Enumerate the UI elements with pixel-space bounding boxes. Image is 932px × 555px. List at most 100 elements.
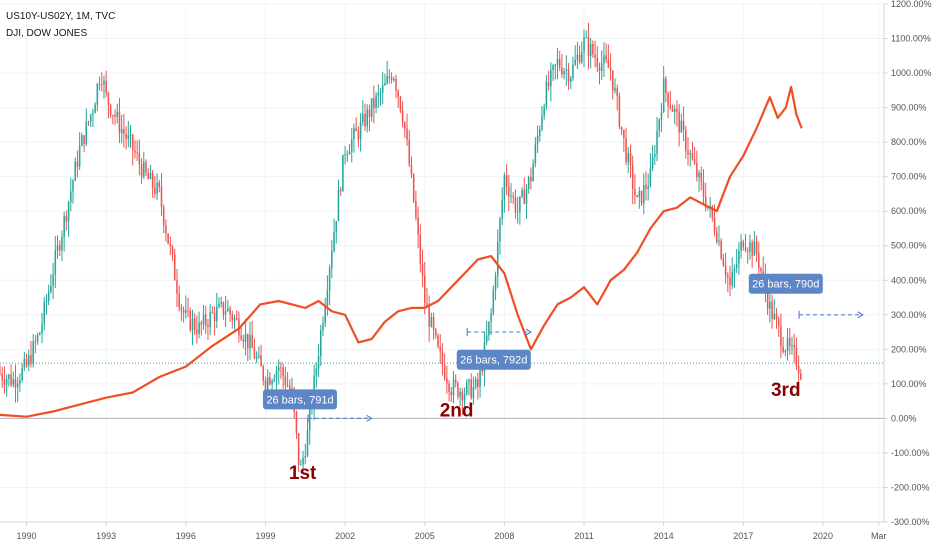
candle-body [191, 318, 194, 331]
candle-body [561, 67, 563, 75]
candle-body [388, 76, 391, 78]
candle-body [432, 316, 435, 330]
candle-body [492, 290, 495, 314]
candle-body [67, 202, 70, 222]
measure-tools[interactable]: 26 bars, 791d 26 bars, 792d 26 bars, 790d [262, 273, 864, 423]
candle-body [751, 242, 753, 256]
candle-body [30, 355, 32, 364]
candle-body [100, 84, 103, 86]
candle-body [614, 88, 616, 91]
candle-body [550, 69, 552, 87]
candle-body [519, 196, 521, 212]
x-axis[interactable]: 1990 1993 1996 1999 2002 2005 2008 2011 2014 2017… [0, 521, 887, 541]
candle-body [574, 59, 576, 65]
candle-body [319, 330, 322, 357]
candle-body [273, 379, 276, 381]
candle-body [189, 310, 192, 331]
compare-legend[interactable]: DJI, DOW JONES [6, 28, 88, 39]
candle-body [308, 408, 311, 431]
measure-arrow-head [366, 414, 373, 422]
candle-body [16, 383, 19, 388]
candle-body [421, 263, 424, 276]
candle-body [27, 355, 30, 366]
candle-body [658, 119, 661, 131]
candle-body [793, 345, 795, 348]
candle-body [397, 90, 399, 98]
candle-body [193, 318, 196, 330]
candle-body [448, 383, 450, 392]
candle-body [605, 55, 607, 60]
candle-body [70, 191, 72, 203]
measure-arrow-head [857, 311, 864, 319]
candle-body [151, 172, 154, 188]
candle-body [211, 312, 214, 314]
candle-body [74, 161, 76, 181]
candle-body [284, 376, 287, 386]
x-tick-label: 2008 [494, 531, 514, 541]
candle-body [390, 77, 393, 80]
candle-body [766, 289, 769, 309]
candle-body [143, 161, 145, 177]
candle-body [127, 135, 130, 139]
candle-body [348, 151, 351, 155]
candle-body [5, 378, 8, 385]
candle-body [253, 347, 256, 359]
candle-body [784, 351, 787, 353]
candle-body [729, 277, 731, 286]
candle-body [118, 111, 121, 133]
candle-body [134, 150, 136, 153]
y-tick-label: 1000.00% [891, 68, 932, 78]
candle-body [749, 242, 751, 252]
candle-body [727, 275, 729, 278]
candle-body [488, 321, 490, 336]
candle-body [297, 433, 300, 465]
candle-body [98, 83, 101, 85]
candle-body [291, 388, 293, 390]
candle-body [147, 173, 149, 179]
candle-body [187, 310, 189, 312]
candle-body [441, 351, 444, 365]
candle-body [496, 241, 499, 277]
candle-body [581, 52, 583, 63]
candle-body [470, 379, 472, 398]
candle-body [718, 240, 720, 242]
candle-body [567, 69, 570, 82]
candle-body [255, 356, 258, 359]
candle-body [36, 334, 39, 342]
candle-body [140, 164, 143, 177]
candle-body [167, 233, 169, 244]
candle-body [583, 37, 585, 53]
candle-body [408, 139, 411, 165]
candle-body [384, 83, 386, 86]
candle-body [280, 367, 282, 369]
candle-body [775, 313, 778, 319]
candle-body [795, 347, 798, 367]
candle-body [138, 153, 141, 165]
candle-body [508, 186, 510, 197]
candle-body [25, 358, 28, 366]
candle-body [715, 232, 718, 242]
candle-body [395, 78, 397, 91]
candle-body [746, 250, 749, 252]
candle-body [196, 329, 198, 334]
symbol-legend[interactable]: US10Y-US02Y, 1M, TVC [6, 11, 116, 22]
candle-body [638, 190, 641, 198]
candle-body [585, 37, 588, 39]
candle-body [180, 307, 183, 310]
candle-body [545, 81, 548, 108]
candle-body [558, 58, 561, 68]
candle-body [439, 346, 442, 352]
candle-body [410, 164, 413, 175]
candle-body [647, 186, 649, 189]
candle-body [629, 152, 632, 165]
measure-arrow-head [525, 328, 533, 336]
candle-body [454, 379, 457, 384]
candle-body [536, 136, 539, 145]
x-tick-label: Mar [871, 531, 887, 541]
candle-body [565, 69, 568, 71]
y-axis[interactable]: 1200.00% 1100.00% 1000.00% 900.00% 800.00% 70… [883, 0, 932, 527]
candle-body [145, 161, 147, 174]
candle-body [738, 250, 740, 264]
